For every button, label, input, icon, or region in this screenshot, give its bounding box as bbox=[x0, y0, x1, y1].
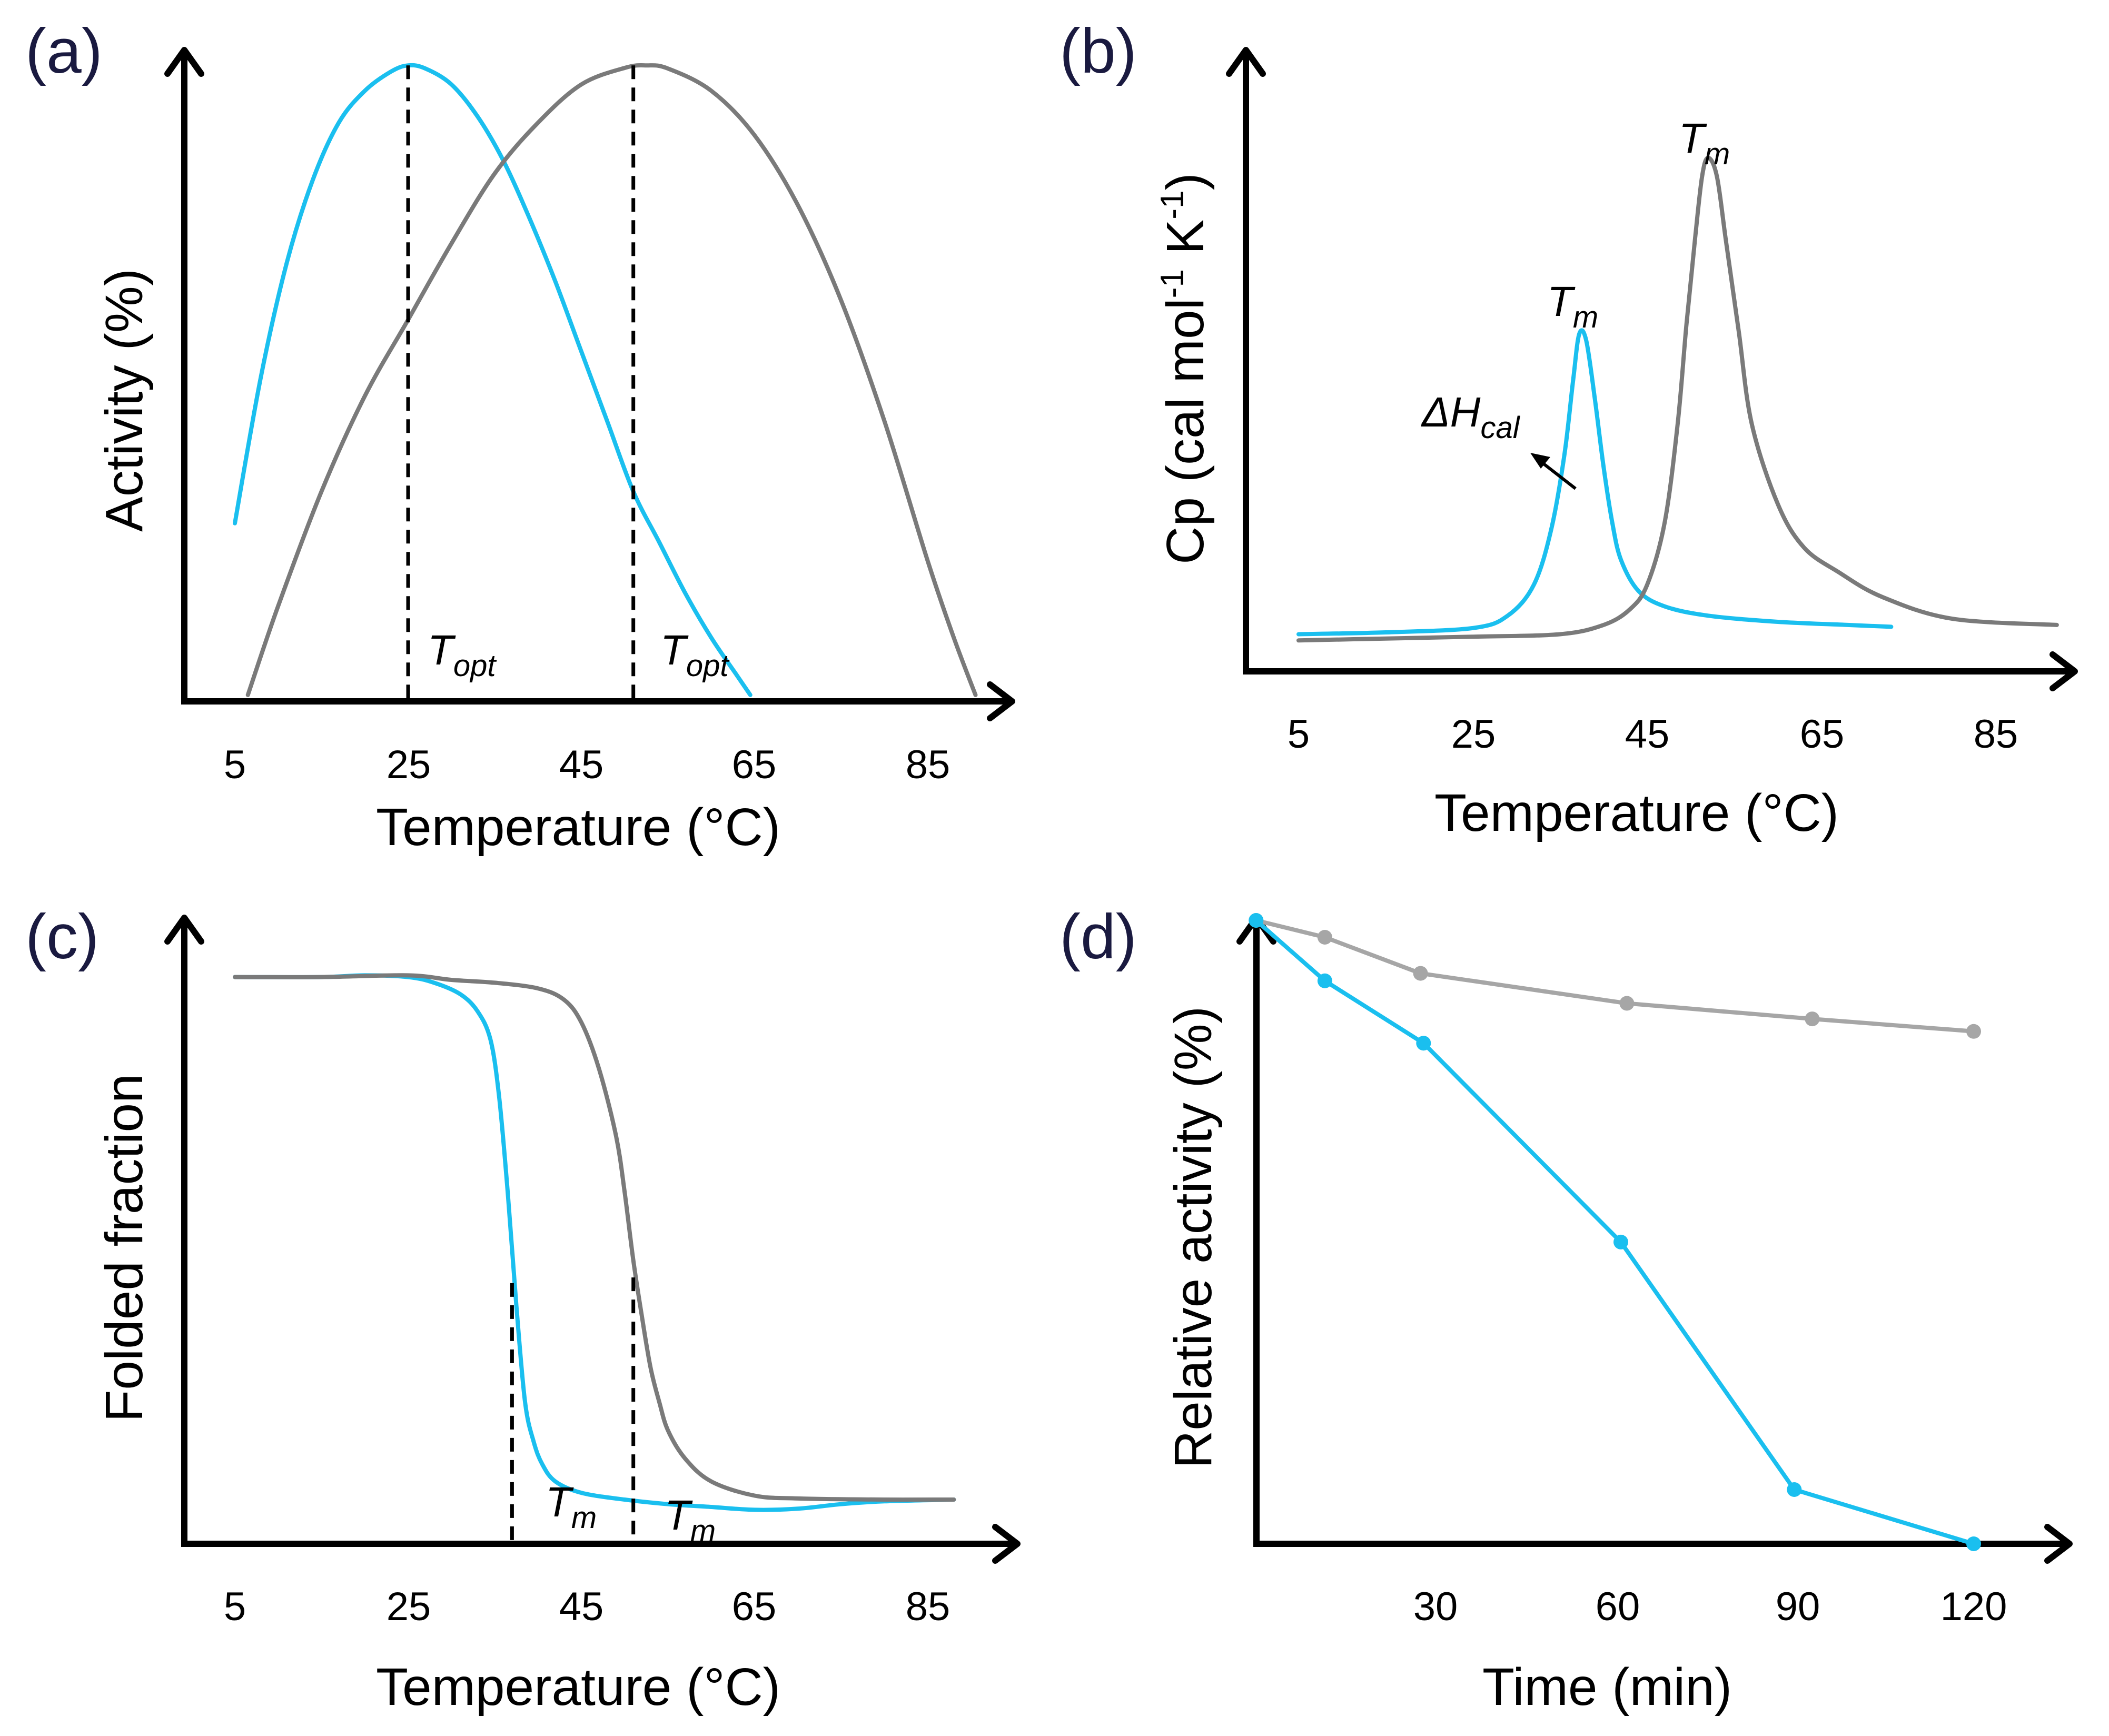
panel-c: (c) Temperature (°C) Folded fraction 5 2… bbox=[25, 901, 1021, 1717]
panel-c-x-tick: 5 bbox=[224, 1584, 246, 1629]
panel-b-series-line-2 bbox=[1296, 155, 2059, 643]
panel-d-data-point bbox=[1249, 913, 1264, 928]
panel-a-letter: (a) bbox=[25, 16, 103, 86]
panel-c-series-layer bbox=[233, 973, 956, 1512]
panel-d-x-tick: 90 bbox=[1776, 1584, 1820, 1629]
panel-d-data-point bbox=[1966, 1536, 1981, 1551]
panel-c-series-line-1 bbox=[233, 973, 956, 1512]
panel-d-x-tick: 30 bbox=[1413, 1584, 1458, 1629]
panel-b-y-arrow bbox=[1226, 47, 1266, 77]
panel-a-topt-label: Topt bbox=[660, 627, 730, 683]
panel-b-x-ticks: 5 25 45 65 85 bbox=[1288, 712, 2018, 757]
panel-b-dh-arrowhead bbox=[1530, 453, 1550, 469]
panel-b-x-tick: 5 bbox=[1288, 712, 1310, 757]
panel-d-data-point bbox=[1317, 930, 1332, 945]
panel-c-y-title: Folded fraction bbox=[95, 1074, 154, 1422]
panel-a-x-tick: 65 bbox=[732, 742, 777, 787]
panel-b-tm-label-gray: Tm bbox=[1679, 115, 1730, 171]
panel-d-series-line-2 bbox=[1254, 918, 1976, 1546]
panel-a-x-ticks: 5 25 45 65 85 bbox=[224, 742, 950, 787]
panel-c-x-tick: 65 bbox=[732, 1584, 777, 1629]
panel-b-series-line-1 bbox=[1296, 328, 1894, 637]
panel-c-x-tick: 25 bbox=[387, 1584, 431, 1629]
panel-d-x-arrow bbox=[2044, 1524, 2073, 1564]
panel-a-y-arrow bbox=[164, 47, 204, 77]
panel-a-series-line-2 bbox=[245, 63, 978, 697]
panel-c-x-arrow bbox=[992, 1524, 1021, 1564]
panel-a: (a) Temperature (°C) Activity (%) 5 25 4… bbox=[25, 16, 1015, 857]
panel-d-data-point bbox=[1413, 966, 1428, 981]
panel-d-data-point bbox=[1619, 996, 1635, 1011]
panel-b-letter: (b) bbox=[1060, 16, 1137, 86]
panel-d-data-point bbox=[1805, 1011, 1820, 1027]
panel-b-series-layer bbox=[1296, 155, 2059, 643]
panel-d-x-tick: 120 bbox=[1940, 1584, 2007, 1629]
panel-d-y-title: Relative activity (%) bbox=[1164, 1006, 1223, 1469]
panel-c-marker-layer bbox=[510, 1277, 636, 1544]
panel-c-tm-label: Tm bbox=[665, 1492, 716, 1548]
panel-c-y-arrow bbox=[164, 915, 204, 945]
panel-d-data-point bbox=[1787, 1482, 1802, 1497]
panel-a-x-tick: 85 bbox=[906, 742, 950, 787]
panel-b-x-tick: 85 bbox=[1974, 712, 2018, 757]
panel-a-marker-layer bbox=[406, 65, 636, 701]
panel-a-x-tick: 5 bbox=[224, 742, 246, 787]
panel-d-series-line-1 bbox=[1254, 918, 1976, 1034]
panel-d-letter: (d) bbox=[1060, 901, 1137, 972]
panel-a-x-arrow bbox=[987, 681, 1015, 721]
panel-a-x-tick: 45 bbox=[559, 742, 604, 787]
panel-c-tm-label: Tm bbox=[546, 1479, 597, 1535]
panel-a-topt-label: Topt bbox=[428, 627, 497, 683]
panel-b-x-arrow bbox=[2049, 651, 2078, 691]
panel-b-y-title: Cp (cal mol-1 K-1) bbox=[1154, 173, 1215, 564]
panel-d-data-point bbox=[1317, 973, 1332, 988]
panel-a-x-title: Temperature (°C) bbox=[376, 798, 780, 857]
panel-d-x-ticks: 30 60 90 120 bbox=[1413, 1584, 2007, 1629]
panel-b-tm-label-blue: Tm bbox=[1547, 278, 1598, 334]
panel-a-y-title: Activity (%) bbox=[95, 269, 154, 532]
panel-b-x-tick: 65 bbox=[1800, 712, 1845, 757]
panel-d-data-point bbox=[1416, 1036, 1431, 1051]
panel-a-series-line-1 bbox=[233, 63, 752, 697]
panel-c-x-tick: 45 bbox=[559, 1584, 604, 1629]
panel-b-x-title: Temperature (°C) bbox=[1434, 783, 1839, 842]
panel-d-x-tick: 60 bbox=[1596, 1584, 1640, 1629]
panel-c-x-ticks: 5 25 45 65 85 bbox=[224, 1584, 950, 1629]
panel-d-series-layer bbox=[1249, 913, 1981, 1551]
panel-b-dh-label: ΔHcal bbox=[1421, 389, 1521, 445]
panel-d: (d) Time (min) Relative activity (%) 30 … bbox=[1060, 901, 2073, 1717]
panel-c-series-line-2 bbox=[233, 973, 956, 1502]
panel-d-x-title: Time (min) bbox=[1482, 1658, 1732, 1717]
panel-a-x-tick: 25 bbox=[387, 742, 431, 787]
panel-c-x-tick: 85 bbox=[906, 1584, 950, 1629]
panel-c-x-title: Temperature (°C) bbox=[376, 1658, 780, 1717]
panel-c-letter: (c) bbox=[25, 901, 99, 972]
panel-b-x-tick: 45 bbox=[1625, 712, 1670, 757]
panel-d-data-point bbox=[1613, 1234, 1628, 1249]
panel-b: (b) Temperature (°C) Cp (cal mol-1 K-1) … bbox=[1060, 16, 2078, 842]
panel-d-data-point bbox=[1966, 1024, 1981, 1039]
panel-b-x-tick: 25 bbox=[1451, 712, 1496, 757]
panel-a-series-layer bbox=[233, 63, 978, 697]
